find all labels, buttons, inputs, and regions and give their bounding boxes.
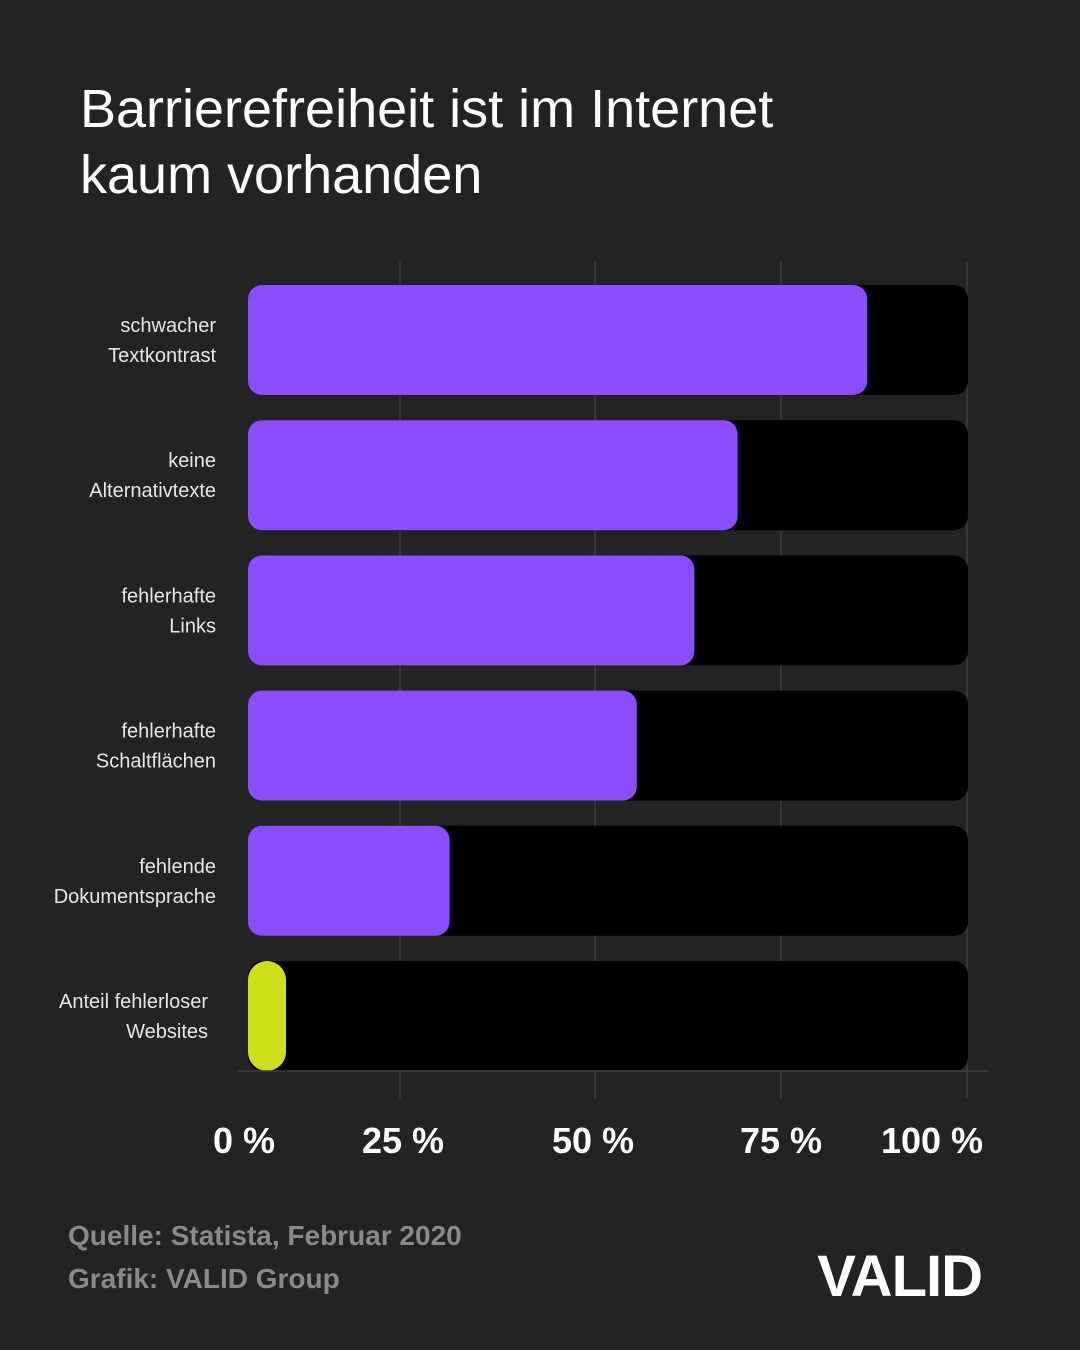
chart-footer: Quelle: Statista, Februar 2020 Grafik: V… xyxy=(68,1214,462,1300)
bar xyxy=(248,555,695,666)
category-label-line: Dokumentsprache xyxy=(54,886,216,908)
category-labels: schwacher Textkontrast keine Alternativtext… xyxy=(54,315,217,1043)
source-note: Quelle: Statista, Februar 2020 xyxy=(68,1220,462,1251)
x-tick-label: 25 % xyxy=(362,1120,444,1161)
category-label: fehlerhafte Links xyxy=(121,585,216,637)
category-label: Anteil fehlerloser Websites xyxy=(59,991,208,1043)
x-tick-label: 75 % xyxy=(740,1120,822,1161)
category-label-line: schwacher xyxy=(120,315,216,337)
bar-highlight xyxy=(248,961,286,1071)
bar-track xyxy=(248,961,968,1071)
category-label-line: Websites xyxy=(126,1021,208,1043)
credit-note: Grafik: VALID Group xyxy=(68,1263,340,1294)
category-label-line: Anteil fehlerloser xyxy=(59,991,208,1013)
category-label: fehlende Dokumentsprache xyxy=(54,856,216,908)
bar xyxy=(248,420,738,531)
category-label-line: fehlerhafte xyxy=(121,585,216,607)
grid-lines xyxy=(399,262,968,1098)
bar xyxy=(248,285,868,395)
x-tick-label: 50 % xyxy=(552,1120,634,1161)
bar xyxy=(248,690,637,801)
category-label: schwacher Textkontrast xyxy=(108,315,216,367)
category-label: fehlerhafte Schaltflächen xyxy=(96,721,216,773)
chart-title: Barrierefreiheit ist im Internet kaum vo… xyxy=(80,76,980,208)
category-label-line: keine xyxy=(168,450,216,472)
valid-logo: VALID xyxy=(817,1244,983,1309)
category-label-line: fehlende xyxy=(139,856,216,878)
category-label-line: fehlerhafte xyxy=(121,721,216,743)
category-label-line: Links xyxy=(169,615,216,637)
category-label-line: Alternativtexte xyxy=(89,480,216,502)
category-label: keine Alternativtexte xyxy=(89,450,216,502)
bar-chart: schwacher Textkontrast keine Alternativtext… xyxy=(54,262,988,1161)
bar xyxy=(248,825,450,936)
x-tick-label: 100 % xyxy=(881,1120,983,1161)
x-tick-label: 0 % xyxy=(213,1120,275,1161)
category-label-line: Textkontrast xyxy=(108,345,216,367)
x-axis: 0 % 25 % 50 % 75 % 100 % xyxy=(213,1070,988,1161)
bars xyxy=(248,285,868,1071)
category-label-line: Schaltflächen xyxy=(96,751,216,773)
chart-title-line-2: kaum vorhanden xyxy=(80,145,483,205)
chart-title-line-1: Barrierefreiheit ist im Internet xyxy=(80,79,774,139)
bar-tracks xyxy=(248,285,968,1071)
